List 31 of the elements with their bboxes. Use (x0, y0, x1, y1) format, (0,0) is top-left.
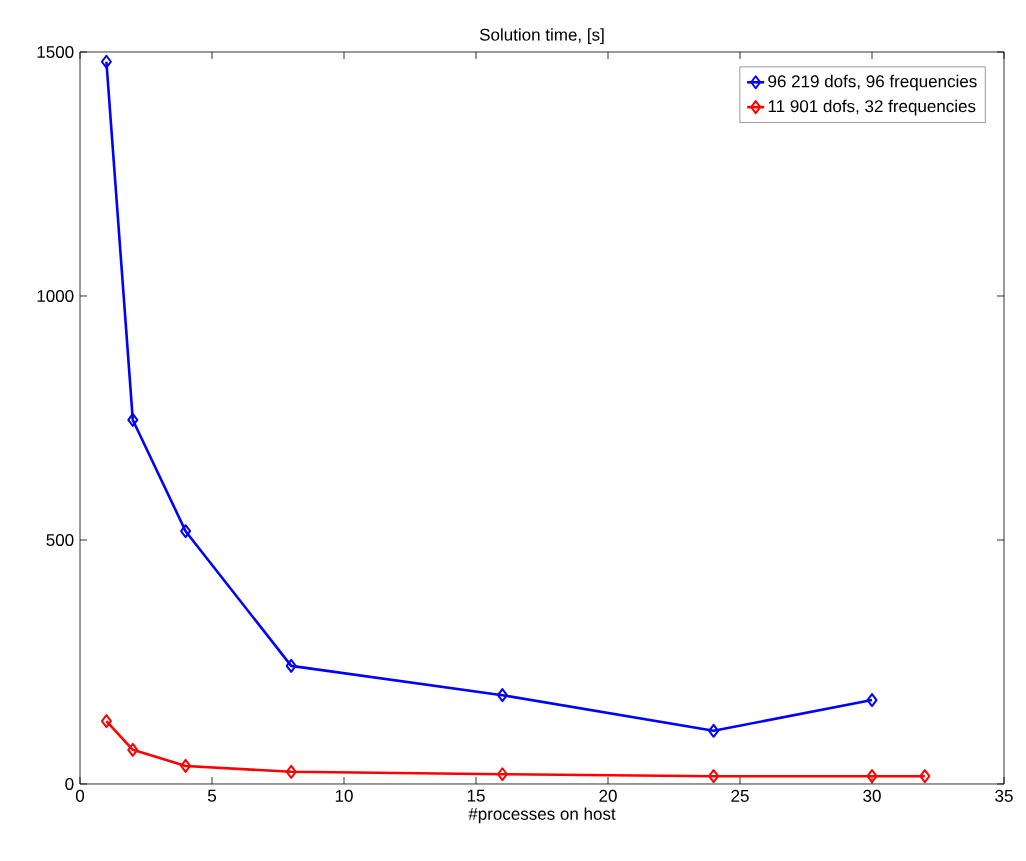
point (919, 769, 931, 784)
point (100, 54, 112, 69)
x-tick-label: 35 (995, 789, 1013, 802)
x-tick-label: 15 (467, 789, 485, 802)
point (285, 658, 297, 673)
point (496, 767, 508, 782)
legend-label: 96 219 dofs, 96 frequencies (768, 74, 977, 91)
x-tick-label: 0 (75, 789, 85, 802)
chart-title: Solution time, [s] (479, 28, 604, 45)
point (708, 769, 720, 784)
legend-label: 11 901 dofs, 32 frequencies (768, 99, 976, 116)
y-tick-label: 1000 (37, 289, 74, 303)
point (180, 758, 192, 773)
x-tick-label: 25 (731, 789, 749, 802)
x-tick-label: 10 (335, 789, 353, 802)
x-axis-title: #processes on host (468, 807, 616, 824)
point (285, 764, 297, 779)
y-tick-label: 0 (65, 777, 74, 791)
point (708, 723, 720, 738)
point (127, 412, 139, 427)
point (866, 693, 878, 708)
y-tick-label: 1500 (37, 45, 74, 59)
x-tick-label: 5 (207, 789, 217, 802)
point (180, 524, 192, 539)
x-tick-label: 30 (863, 789, 881, 802)
point (496, 688, 508, 703)
point (100, 714, 112, 729)
y-tick-label: 500 (46, 533, 74, 547)
x-tick-label: 20 (599, 789, 617, 802)
point (866, 769, 878, 784)
point (127, 742, 139, 757)
